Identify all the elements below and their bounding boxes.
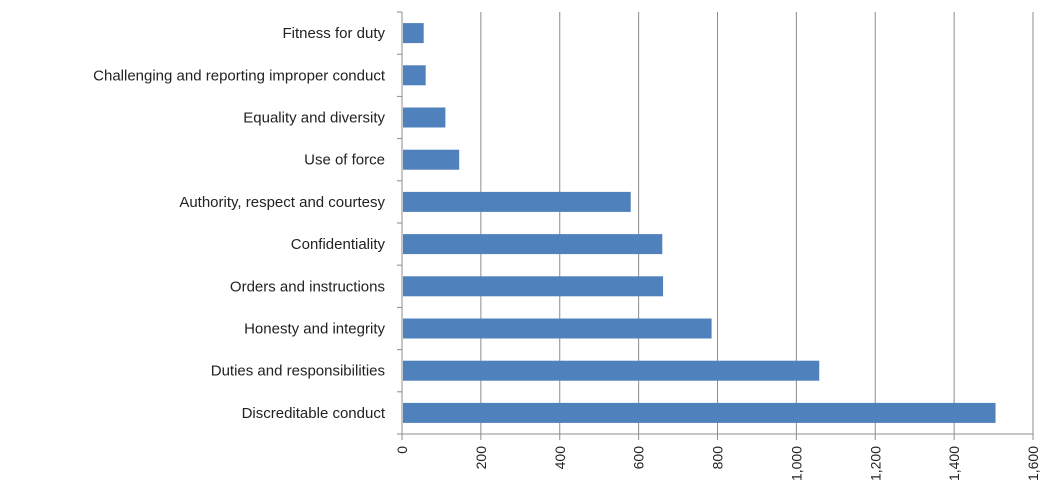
category-label: Use of force [304,152,385,169]
category-label: Authority, respect and courtesy [179,194,385,211]
category-label: Honesty and integrity [244,321,385,338]
x-tick-label: 600 [631,446,647,470]
x-tick-label: 1,600 [1025,446,1041,481]
category-label: Challenging and reporting improper condu… [93,67,386,84]
x-tick-label: 1,000 [788,446,804,481]
x-tick-label: 1,400 [946,446,962,481]
category-label: Discreditable conduct [242,405,386,422]
bar [403,318,712,339]
bar [403,276,664,297]
category-label: Duties and responsibilities [211,363,385,380]
axes [397,11,1034,440]
bars [403,23,996,423]
category-label: Fitness for duty [282,25,385,42]
category-label: Confidentiality [291,236,386,253]
gridlines [480,12,1034,434]
bar [403,191,631,212]
x-tick-label: 1,200 [867,446,883,481]
bar [403,107,446,128]
x-tick-label: 200 [473,446,489,470]
bar [403,402,996,423]
category-label: Equality and diversity [243,110,385,127]
x-tick-label: 800 [710,446,726,470]
bar [403,149,460,170]
category-label: Orders and instructions [230,278,385,295]
bar [403,23,424,44]
bar [403,65,426,86]
x-tick-label: 0 [394,446,410,454]
x-tick-label: 400 [552,446,568,470]
bar [403,234,663,255]
bar [403,360,820,381]
labels: Fitness for duty Challenging and reportin… [93,25,1041,481]
